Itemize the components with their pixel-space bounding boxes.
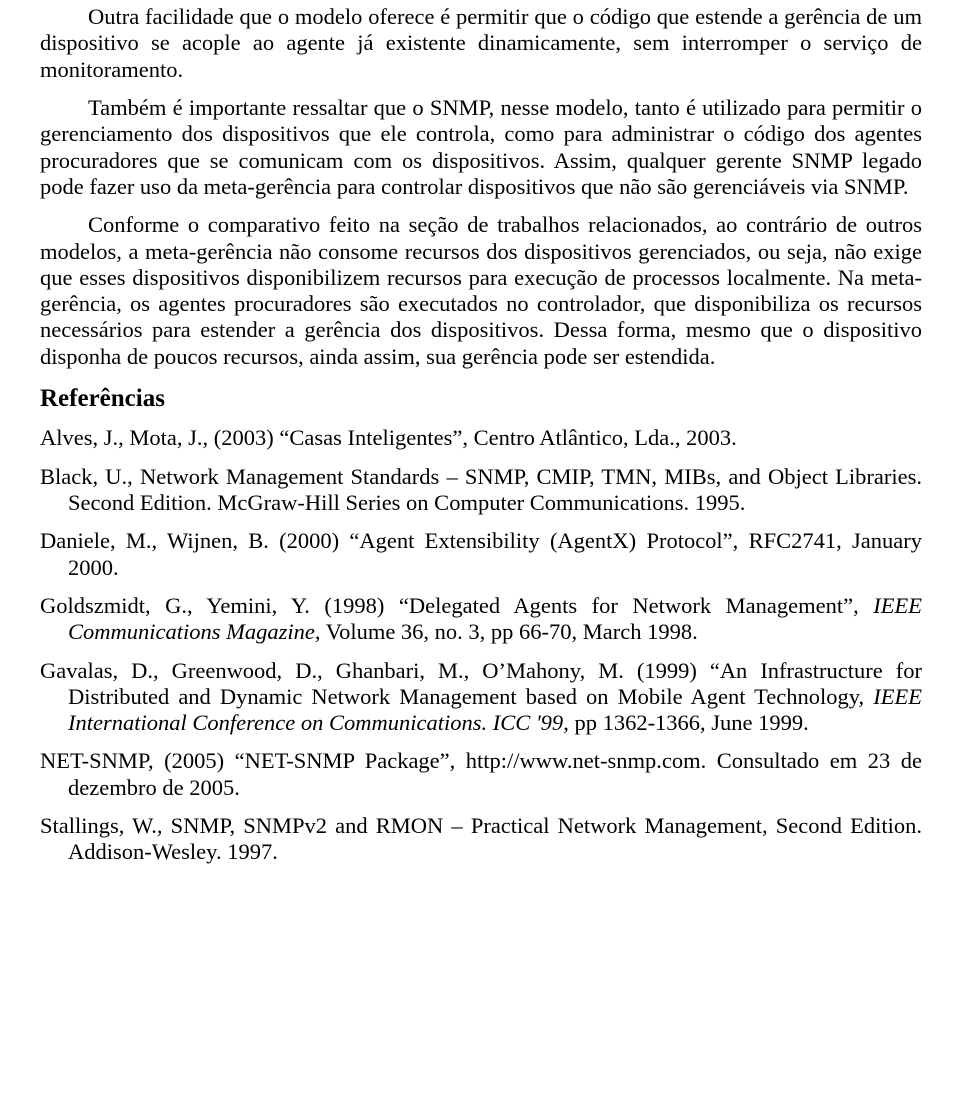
reference-4-text-a: Goldszmidt, G., Yemini, Y. (1998) “Deleg…: [40, 593, 873, 618]
reference-4-text-b: , Volume 36, no. 3, pp 66-70, March 1998…: [315, 619, 698, 644]
reference-5: Gavalas, D., Greenwood, D., Ghanbari, M.…: [40, 658, 922, 737]
reference-5-text-b: , pp 1362-1366, June 1999.: [563, 710, 809, 735]
reference-2: Black, U., Network Management Standards …: [40, 464, 922, 517]
reference-6: NET-SNMP, (2005) “NET-SNMP Package”, htt…: [40, 748, 922, 801]
reference-1: Alves, J., Mota, J., (2003) “Casas Intel…: [40, 425, 922, 451]
page-content: Outra facilidade que o modelo oferece é …: [0, 0, 960, 918]
reference-4: Goldszmidt, G., Yemini, Y. (1998) “Deleg…: [40, 593, 922, 646]
reference-5-text-a: Gavalas, D., Greenwood, D., Ghanbari, M.…: [40, 658, 922, 709]
paragraph-2: Também é importante ressaltar que o SNMP…: [40, 95, 922, 200]
paragraph-1: Outra facilidade que o modelo oferece é …: [40, 4, 922, 83]
reference-3: Daniele, M., Wijnen, B. (2000) “Agent Ex…: [40, 528, 922, 581]
paragraph-3: Conforme o comparativo feito na seção de…: [40, 212, 922, 370]
reference-7: Stallings, W., SNMP, SNMPv2 and RMON – P…: [40, 813, 922, 866]
references-heading: Referências: [40, 384, 922, 413]
